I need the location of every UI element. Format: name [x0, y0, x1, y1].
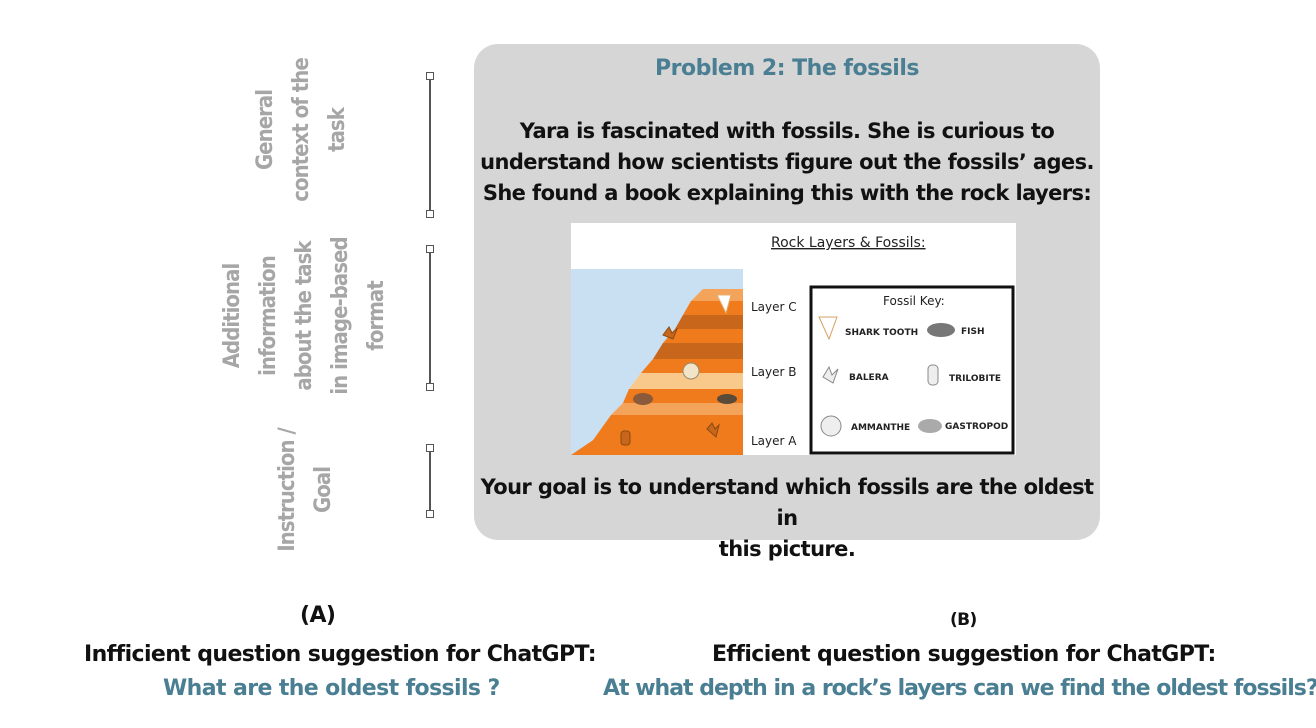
label-general-context: General context of the task [248, 58, 356, 202]
layer-label: Layer C [751, 300, 797, 314]
label-line: context of the [289, 58, 314, 202]
trilobite-icon [620, 430, 631, 446]
panel-a-heading: Infficient question suggestion for ChatG… [84, 642, 597, 667]
intro-line: Yara is fascinated with fossils. She is … [519, 119, 1055, 143]
panel-b-tag: (B) [950, 610, 977, 630]
bracket-image-info [424, 245, 436, 391]
key-item: BALERA [849, 373, 889, 383]
rock-layers-illustration: Rock Layers & Fossils: Layer C Layer B L… [571, 235, 1015, 455]
panel-a-tag: (A) [300, 603, 336, 628]
label-additional-info: Additional information about the task in… [215, 237, 395, 394]
label-line: Instruction / [275, 428, 300, 552]
label-instruction-goal: Instruction / Goal [270, 428, 342, 551]
fossil-key-box [809, 285, 1015, 455]
key-item: GASTROPOD [945, 422, 1008, 432]
intro-line: understand how scientists figure out the… [480, 150, 1094, 174]
label-line: General [253, 89, 278, 171]
fish-icon [927, 323, 955, 337]
rock-layers-figure: Rock Layers & Fossils: Layer C Layer B L… [571, 223, 1016, 455]
layer-label: Layer B [751, 365, 797, 379]
key-item: TRILOBITE [949, 374, 1001, 384]
goal-line: this picture. [718, 537, 856, 561]
balera-icon [706, 422, 720, 438]
card-goal: Your goal is to understand which fossils… [474, 472, 1100, 565]
balera-icon [662, 326, 679, 340]
panel-b-question: At what depth in a rock’s layers can we … [603, 676, 1316, 701]
fossil-key-title: Fossil Key: [883, 294, 945, 308]
gastropod-icon [633, 393, 653, 405]
ammanthe-icon [682, 362, 700, 380]
layer-label: Layer A [751, 434, 797, 448]
label-line: in image-based [328, 237, 353, 395]
fish-icon [717, 394, 737, 404]
panel-b-heading: Efficient question suggestion for ChatGP… [712, 642, 1216, 667]
intro-line: She found a book explaining this with th… [482, 181, 1092, 205]
goal-line: Your goal is to understand which fossils… [480, 475, 1094, 530]
card-title: Problem 2: The fossils [655, 56, 919, 81]
gastropod-icon [918, 419, 942, 433]
key-item: FISH [961, 327, 985, 337]
figure-title: Rock Layers & Fossils: [771, 235, 926, 251]
label-line: about the task [292, 241, 317, 391]
ammanthe-icon [820, 415, 842, 437]
label-line: format [364, 281, 389, 351]
label-line: information [256, 256, 281, 376]
key-item: AMMANTHE [851, 423, 910, 433]
shark-tooth-icon [818, 316, 838, 341]
shark-tooth-icon [716, 294, 732, 315]
label-line: task [325, 108, 350, 152]
label-line: Additional [220, 263, 245, 369]
label-line: Goal [311, 467, 336, 513]
trilobite-icon [927, 364, 939, 386]
balera-icon [822, 365, 839, 384]
key-item: SHARK TOOTH [845, 328, 918, 338]
layer-b [629, 373, 743, 389]
bracket-goal [424, 444, 436, 518]
card-intro: Yara is fascinated with fossils. She is … [474, 116, 1100, 209]
panel-a-question: What are the oldest fossils ? [163, 676, 500, 701]
bracket-context [424, 72, 436, 218]
